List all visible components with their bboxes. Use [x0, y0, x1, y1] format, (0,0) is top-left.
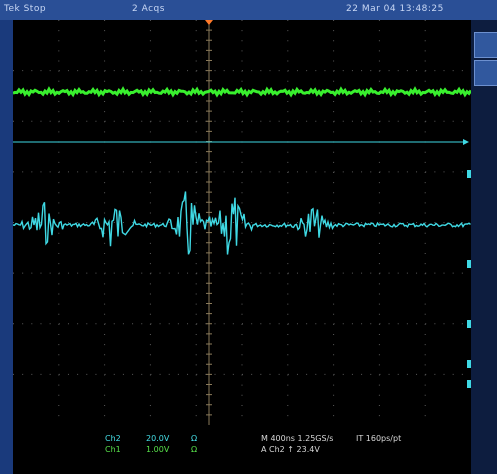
ch2-scale: 20.0V [146, 434, 170, 443]
waveform-canvas [12, 19, 473, 425]
ch1-label: Ch1 [105, 445, 121, 454]
edge-marker [467, 380, 471, 388]
ch2-label: Ch2 [105, 434, 121, 443]
timestamp: 22 Mar 04 13:48:25 [346, 4, 444, 14]
ch2-coupling: Ω [191, 434, 198, 443]
acquisition-count: 2 Acqs [132, 4, 165, 14]
channel2-trace [12, 191, 471, 255]
edge-marker [467, 170, 471, 178]
readout-bar: Ch2 20.0V Ω Ch1 1.00V Ω M 400ns 1.25GS/s… [13, 425, 471, 474]
trigger-readout: A Ch2 ↑ 23.4V [261, 445, 320, 454]
timebase-readout: M 400ns 1.25GS/s [261, 434, 334, 443]
sample-interval-readout: IT 160ps/pt [356, 434, 402, 443]
ch1-scale: 1.00V [146, 445, 170, 454]
trigger-position-marker [205, 20, 213, 25]
waveform-screen [12, 19, 473, 445]
channel2-level-marker [463, 139, 469, 145]
edge-marker [467, 360, 471, 368]
side-menu-button-1[interactable] [474, 32, 497, 58]
side-menu-panel [471, 20, 497, 474]
ch1-coupling: Ω [191, 445, 198, 454]
status-bar: Tek Stop 2 Acqs 22 Mar 04 13:48:25 [0, 0, 497, 20]
edge-marker [467, 320, 471, 328]
edge-marker [467, 260, 471, 268]
acquisition-status: Tek Stop [4, 4, 47, 14]
channel1-trace [12, 86, 473, 98]
left-bezel [0, 20, 13, 474]
side-menu-button-2[interactable] [474, 60, 497, 86]
